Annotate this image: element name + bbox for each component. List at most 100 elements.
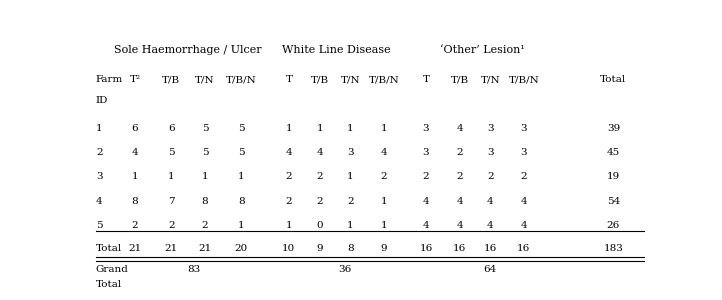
- Text: 21: 21: [165, 244, 178, 253]
- Text: 2: 2: [201, 221, 208, 230]
- Text: 4: 4: [487, 221, 494, 230]
- Text: 1: 1: [131, 172, 139, 181]
- Text: 16: 16: [484, 244, 497, 253]
- Text: 4: 4: [131, 148, 139, 157]
- Text: T/N: T/N: [341, 75, 360, 84]
- Text: 2: 2: [286, 196, 292, 206]
- Text: 10: 10: [282, 244, 295, 253]
- Text: 4: 4: [456, 196, 463, 206]
- Text: 1: 1: [347, 221, 354, 230]
- Text: 2: 2: [131, 221, 139, 230]
- Text: 4: 4: [380, 148, 387, 157]
- Text: 21: 21: [199, 244, 212, 253]
- Text: 3: 3: [96, 172, 103, 181]
- Text: 16: 16: [453, 244, 466, 253]
- Text: 3: 3: [347, 148, 354, 157]
- Text: 1: 1: [168, 172, 175, 181]
- Text: T/N: T/N: [481, 75, 500, 84]
- Text: 4: 4: [96, 196, 103, 206]
- Text: Sole Haemorrhage / Ulcer: Sole Haemorrhage / Ulcer: [114, 45, 262, 55]
- Text: 4: 4: [316, 148, 323, 157]
- Text: 1: 1: [380, 221, 387, 230]
- Text: 2: 2: [286, 172, 292, 181]
- Text: 2: 2: [456, 172, 463, 181]
- Text: 1: 1: [96, 124, 103, 133]
- Text: T/B/N: T/B/N: [226, 75, 257, 84]
- Text: 8: 8: [238, 196, 245, 206]
- Text: 64: 64: [484, 265, 497, 274]
- Text: 3: 3: [521, 148, 527, 157]
- Text: 2: 2: [456, 148, 463, 157]
- Text: 183: 183: [604, 244, 623, 253]
- Text: 19: 19: [606, 172, 620, 181]
- Text: 1: 1: [347, 124, 354, 133]
- Text: 1: 1: [238, 172, 245, 181]
- Text: 36: 36: [338, 265, 352, 274]
- Text: 7: 7: [168, 196, 175, 206]
- Text: 39: 39: [606, 124, 620, 133]
- Text: 1: 1: [380, 196, 387, 206]
- Text: 2: 2: [422, 172, 430, 181]
- Text: 45: 45: [606, 148, 620, 157]
- Text: 26: 26: [606, 221, 620, 230]
- Text: 5: 5: [201, 124, 208, 133]
- Text: 2: 2: [168, 221, 175, 230]
- Text: T/B: T/B: [310, 75, 329, 84]
- Text: White Line Disease: White Line Disease: [282, 45, 391, 55]
- Text: 3: 3: [521, 124, 527, 133]
- Text: 2: 2: [380, 172, 387, 181]
- Text: 2: 2: [487, 172, 494, 181]
- Text: T/B: T/B: [162, 75, 180, 84]
- Text: 0: 0: [316, 221, 323, 230]
- Text: 16: 16: [419, 244, 432, 253]
- Text: 8: 8: [131, 196, 139, 206]
- Text: 8: 8: [347, 244, 354, 253]
- Text: 8: 8: [201, 196, 208, 206]
- Text: 3: 3: [487, 148, 494, 157]
- Text: 3: 3: [487, 124, 494, 133]
- Text: Grand: Grand: [96, 265, 129, 274]
- Text: 3: 3: [422, 148, 430, 157]
- Text: T: T: [422, 75, 430, 84]
- Text: 83: 83: [187, 265, 201, 274]
- Text: 4: 4: [456, 124, 463, 133]
- Text: T/B/N: T/B/N: [369, 75, 399, 84]
- Text: 4: 4: [521, 196, 527, 206]
- Text: 4: 4: [521, 221, 527, 230]
- Text: 1: 1: [380, 124, 387, 133]
- Text: 4: 4: [286, 148, 292, 157]
- Text: ‘Other’ Lesion¹: ‘Other’ Lesion¹: [440, 45, 524, 55]
- Text: 21: 21: [129, 244, 142, 253]
- Text: 1: 1: [201, 172, 208, 181]
- Text: Total: Total: [600, 75, 627, 84]
- Text: T/B/N: T/B/N: [508, 75, 539, 84]
- Text: 4: 4: [456, 221, 463, 230]
- Text: 5: 5: [238, 148, 245, 157]
- Text: T/B: T/B: [451, 75, 469, 84]
- Text: 2: 2: [521, 172, 527, 181]
- Text: ID: ID: [96, 96, 108, 105]
- Text: 20: 20: [235, 244, 248, 253]
- Text: 16: 16: [517, 244, 531, 253]
- Text: 1: 1: [347, 172, 354, 181]
- Text: 2: 2: [96, 148, 103, 157]
- Text: 9: 9: [380, 244, 387, 253]
- Text: 5: 5: [96, 221, 103, 230]
- Text: 2: 2: [316, 172, 323, 181]
- Text: Farm: Farm: [96, 75, 123, 84]
- Text: T²: T²: [129, 75, 141, 84]
- Text: T/N: T/N: [195, 75, 214, 84]
- Text: 5: 5: [168, 148, 175, 157]
- Text: 9: 9: [316, 244, 323, 253]
- Text: 3: 3: [422, 124, 430, 133]
- Text: 5: 5: [201, 148, 208, 157]
- Text: Total: Total: [96, 244, 122, 253]
- Text: 54: 54: [606, 196, 620, 206]
- Text: 2: 2: [347, 196, 354, 206]
- Text: 4: 4: [422, 221, 430, 230]
- Text: 6: 6: [131, 124, 139, 133]
- Text: 5: 5: [238, 124, 245, 133]
- Text: 1: 1: [286, 221, 292, 230]
- Text: 2: 2: [316, 196, 323, 206]
- Text: T: T: [285, 75, 292, 84]
